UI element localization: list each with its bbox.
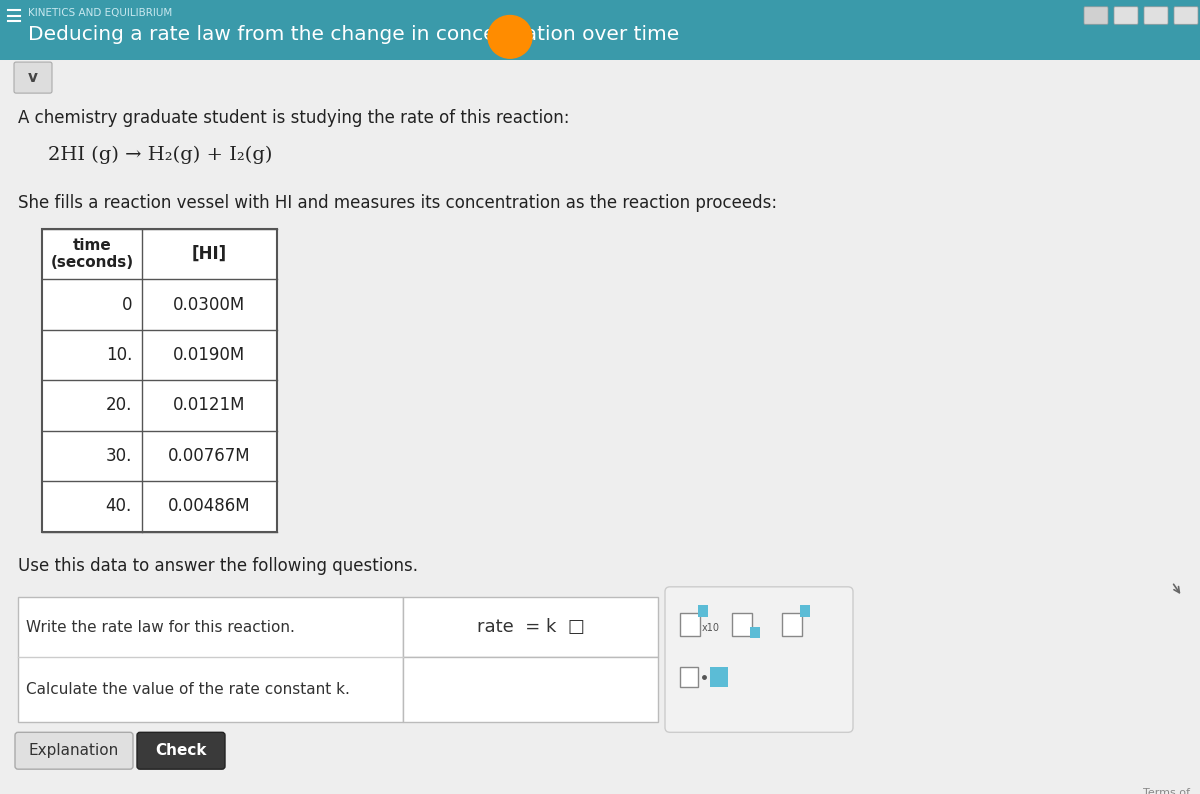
Text: Terms of: Terms of [1142,788,1190,794]
Bar [750,626,760,638]
FancyBboxPatch shape [137,732,226,769]
Text: Explanation: Explanation [29,743,119,758]
Text: A chemistry graduate student is studying the rate of this reaction:: A chemistry graduate student is studying… [18,109,570,126]
Text: 10.: 10. [106,346,132,364]
Text: 0.00767M: 0.00767M [168,447,251,464]
Bar [732,613,752,636]
Text: 0.0300M: 0.0300M [173,295,246,314]
Bar [42,229,277,531]
Text: 40.: 40. [106,497,132,515]
Bar [710,667,728,687]
Text: 2HI (g) → H₂(g) + I₂(g): 2HI (g) → H₂(g) + I₂(g) [48,145,272,164]
Bar [680,613,700,636]
Text: 30.: 30. [106,447,132,464]
FancyBboxPatch shape [1114,7,1138,25]
FancyBboxPatch shape [14,62,52,93]
Bar [403,657,658,722]
Circle shape [488,16,532,58]
Bar [800,605,810,617]
Bar [782,613,802,636]
FancyBboxPatch shape [1084,7,1108,25]
FancyBboxPatch shape [665,587,853,732]
Text: 0.0190M: 0.0190M [173,346,246,364]
Text: 20.: 20. [106,396,132,414]
Text: rate  = k  □: rate = k □ [476,619,584,636]
FancyBboxPatch shape [14,732,133,769]
Text: Check: Check [155,743,206,758]
Text: x10: x10 [702,622,720,633]
Text: 0.0121M: 0.0121M [173,396,246,414]
Text: 0.00486M: 0.00486M [168,497,251,515]
Bar [42,229,277,531]
Text: Calculate the value of the rate constant k.: Calculate the value of the rate constant… [26,682,350,697]
Bar [698,605,708,617]
Text: KINETICS AND EQUILIBRIUM: KINETICS AND EQUILIBRIUM [28,8,173,17]
FancyBboxPatch shape [1144,7,1168,25]
Text: Deducing a rate law from the change in concentration over time: Deducing a rate law from the change in c… [28,25,679,44]
FancyBboxPatch shape [0,0,1200,60]
Text: 0: 0 [121,295,132,314]
Text: Write the rate law for this reaction.: Write the rate law for this reaction. [26,620,295,634]
Bar [18,598,403,722]
FancyBboxPatch shape [1174,7,1198,25]
Text: time
(seconds): time (seconds) [50,238,133,270]
Text: Use this data to answer the following questions.: Use this data to answer the following qu… [18,557,418,575]
Text: She fills a reaction vessel with HI and measures its concentration as the reacti: She fills a reaction vessel with HI and … [18,194,778,212]
Bar [403,598,658,657]
Text: v: v [28,70,38,85]
Text: [HI]: [HI] [192,245,227,263]
Bar [680,667,698,687]
